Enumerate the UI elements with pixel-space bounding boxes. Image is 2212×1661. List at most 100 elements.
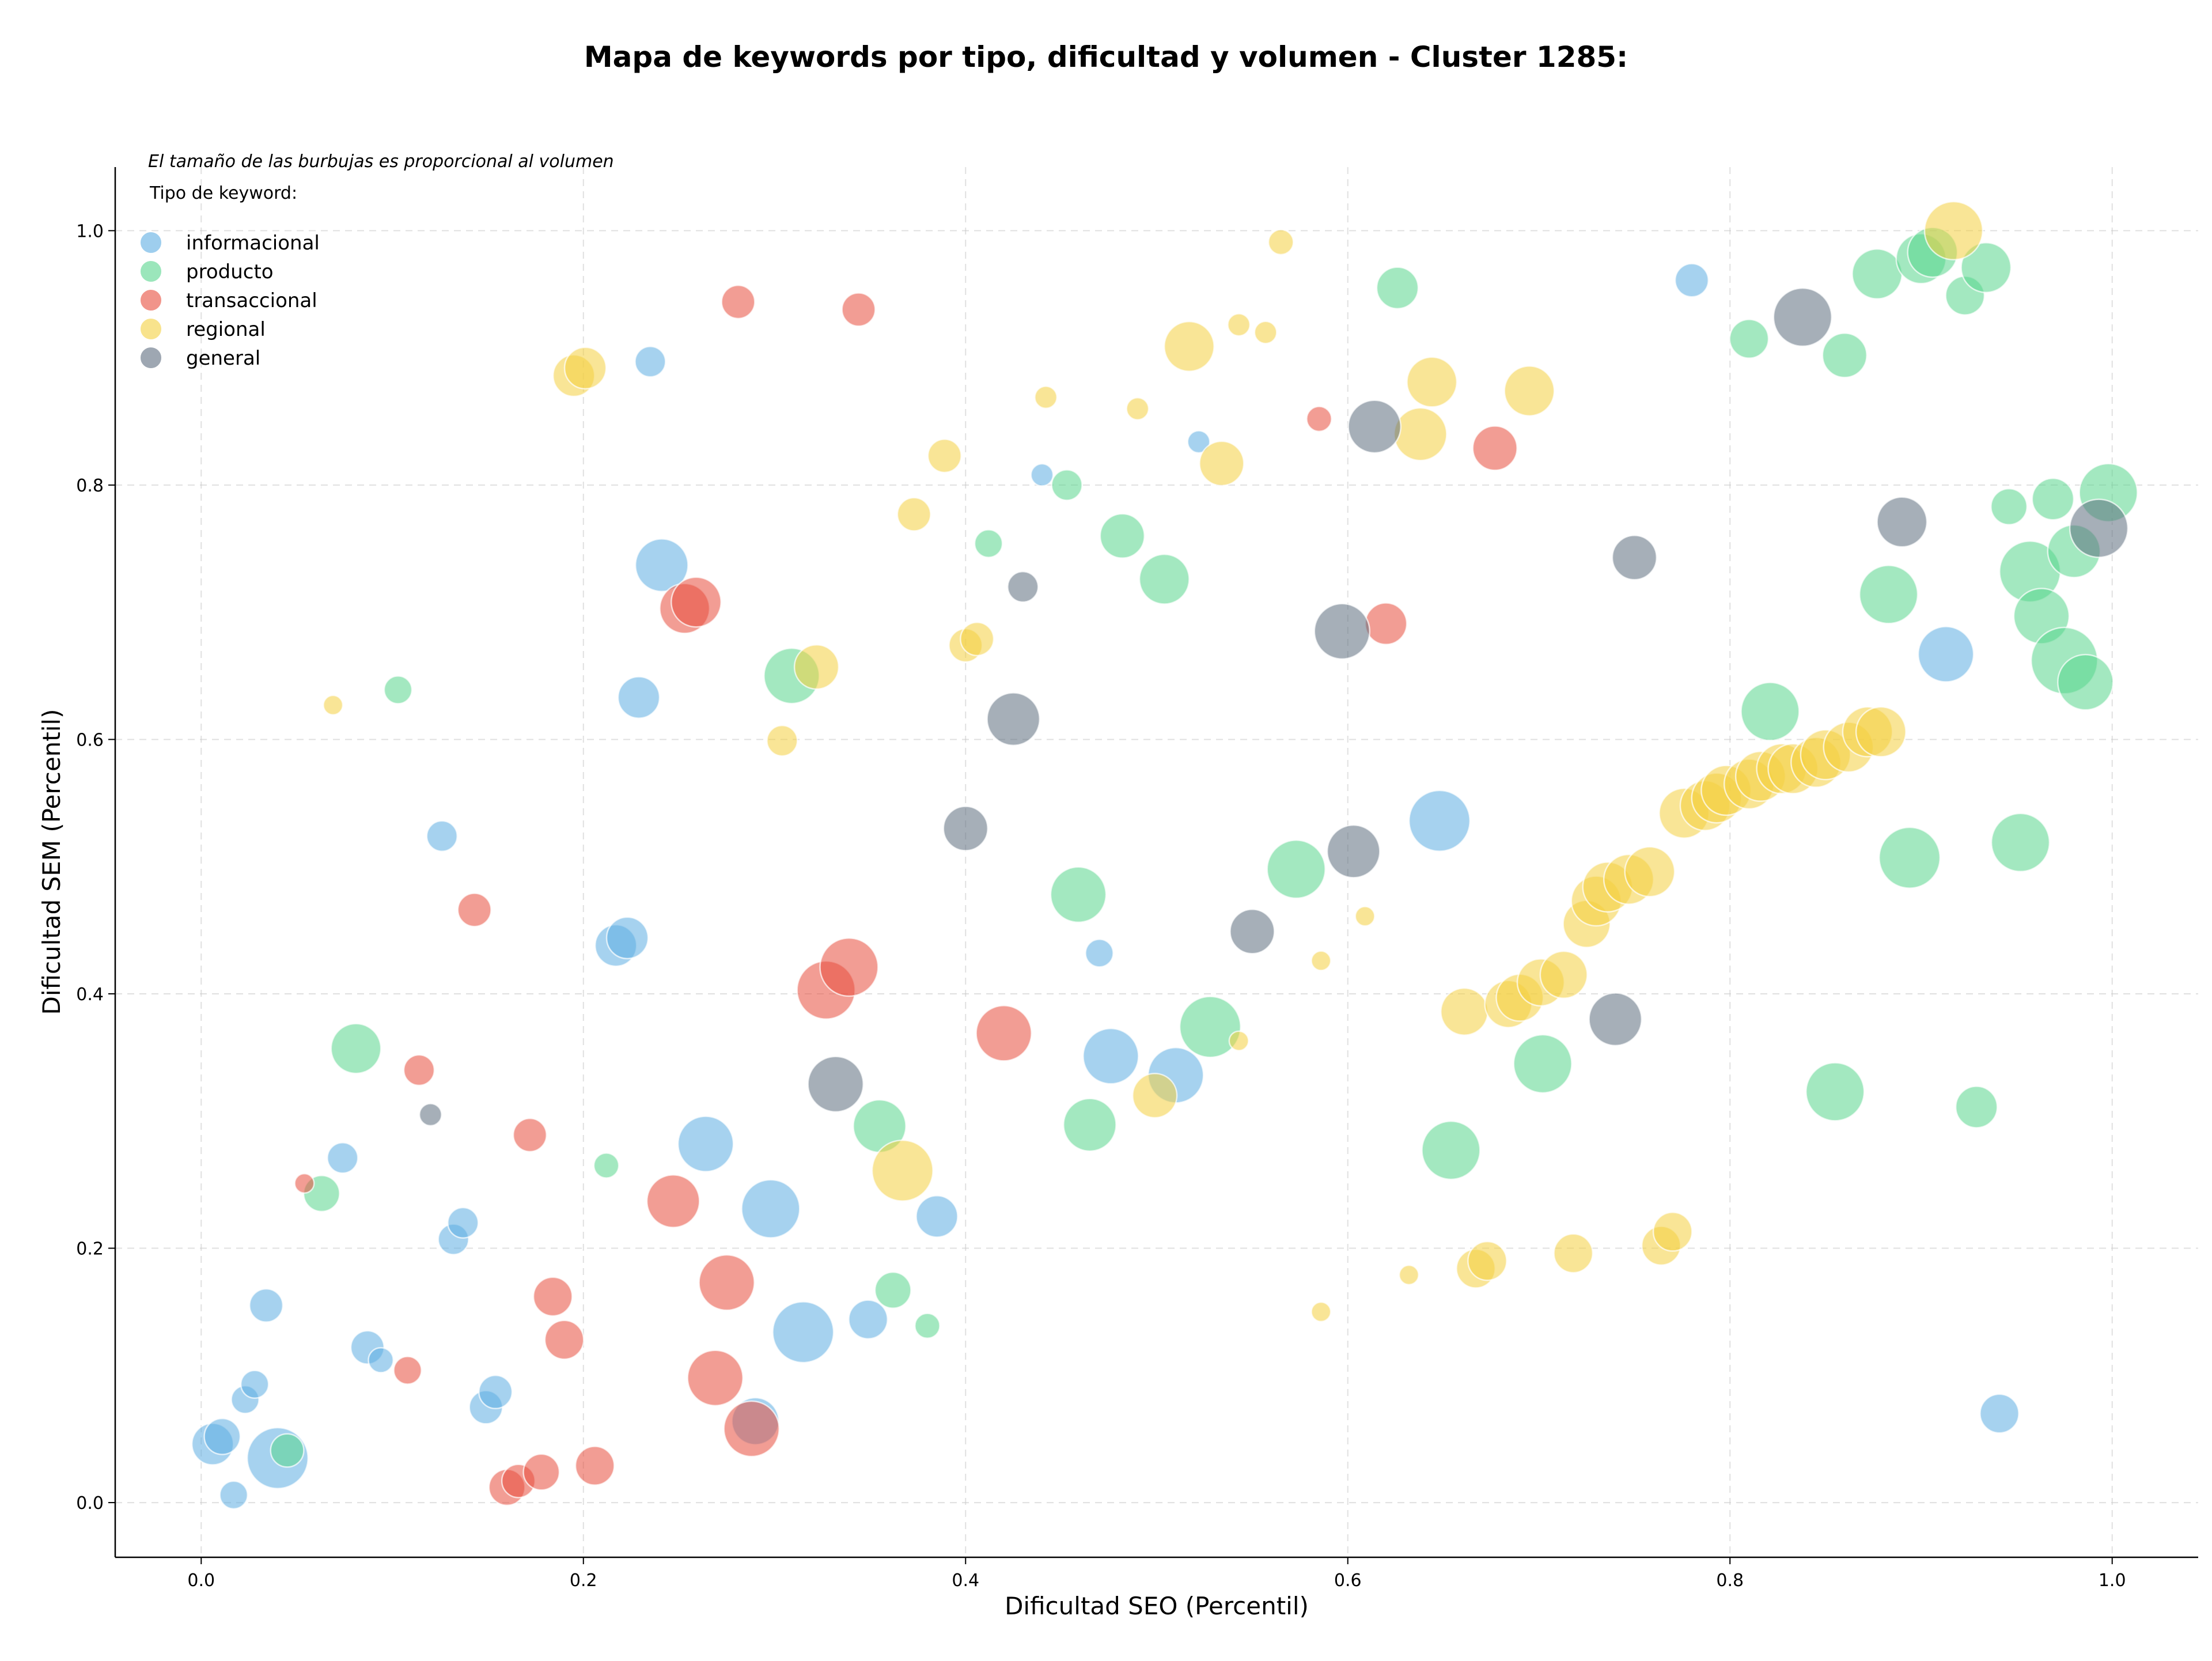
regional-bubble xyxy=(927,438,962,474)
legend-label-transaccional: transaccional xyxy=(186,289,317,312)
series-regional xyxy=(323,200,1984,1322)
producto-bubble xyxy=(593,1152,620,1179)
informacional-bubble xyxy=(741,1179,801,1239)
informacional-bubble xyxy=(634,538,689,592)
transaccional-bubble xyxy=(723,1400,780,1458)
legend-title: Tipo de keyword: xyxy=(149,183,297,203)
y-tick-label: 0.4 xyxy=(76,985,104,1005)
regional-bubble xyxy=(766,725,798,757)
informacional-bubble xyxy=(848,1299,888,1340)
regional-bubble xyxy=(1503,365,1555,417)
transaccional-bubble xyxy=(1306,406,1332,432)
regional-bubble xyxy=(1034,385,1058,410)
producto-bubble xyxy=(1050,866,1107,924)
producto-bubble xyxy=(1955,1085,1998,1129)
producto-bubble xyxy=(2031,477,2075,521)
transaccional-bubble xyxy=(819,937,879,997)
regional-bubble xyxy=(1624,846,1676,898)
producto-bubble xyxy=(270,1433,305,1468)
producto-bubble xyxy=(874,1271,912,1309)
producto-bubble xyxy=(1960,241,2012,293)
regional-bubble xyxy=(1253,320,1278,345)
x-tick-label: 1.0 xyxy=(2099,1571,2126,1591)
x-tick-label: 0.2 xyxy=(570,1571,597,1591)
legend-marker-producto xyxy=(139,260,162,283)
volume-note: El tamaño de las burbujas es proporciona… xyxy=(148,152,614,172)
transaccional-bubble xyxy=(698,1254,755,1311)
informacional-bubble xyxy=(1979,1393,2020,1434)
producto-bubble xyxy=(974,529,1003,558)
legend-marker-informacional xyxy=(139,231,162,254)
producto-bubble xyxy=(1099,513,1145,559)
regional-bubble xyxy=(563,346,607,390)
regional-bubble xyxy=(1310,950,1332,971)
informacional-bubble xyxy=(1408,789,1471,852)
legend-marker-regional xyxy=(139,317,162,340)
series-producto xyxy=(270,226,2138,1468)
transaccional-bubble xyxy=(975,1005,1032,1062)
transaccional-bubble xyxy=(457,892,492,928)
producto-bubble xyxy=(1805,1062,1865,1122)
legend: Tipo de keyword: informacional producto tr… xyxy=(139,183,320,370)
legend-marker-general xyxy=(139,346,162,369)
producto-bubble xyxy=(1051,469,1083,501)
regional-bubble xyxy=(1228,1030,1249,1051)
y-axis-label: Dificultad SEM (Percentil) xyxy=(37,709,66,1015)
transaccional-bubble xyxy=(403,1054,435,1087)
legend-marker-transaccional xyxy=(139,289,162,312)
regional-bubble xyxy=(1199,440,1245,487)
regional-bubble xyxy=(1467,1240,1508,1281)
series-general xyxy=(418,287,2129,1127)
general-bubble xyxy=(1588,992,1643,1046)
transaccional-bubble xyxy=(646,1174,700,1228)
general-bubble xyxy=(1326,824,1381,879)
informacional-bubble xyxy=(447,1206,479,1239)
general-bubble xyxy=(418,1103,442,1127)
informacional-bubble xyxy=(1085,939,1114,968)
informacional-bubble xyxy=(219,1480,248,1510)
transaccional-bubble xyxy=(512,1117,547,1153)
producto-bubble xyxy=(383,675,413,705)
transaccional-bubble xyxy=(574,1446,615,1486)
general-bubble xyxy=(1347,399,1402,454)
regional-bubble xyxy=(1126,397,1150,421)
transaccional-bubble xyxy=(841,292,876,327)
producto-bubble xyxy=(1990,488,2028,525)
general-bubble xyxy=(942,805,988,852)
y-tick-label: 0.6 xyxy=(76,730,104,750)
producto-bubble xyxy=(1513,1034,1573,1094)
chart-title: Mapa de keywords por tipo, dificultad y … xyxy=(584,40,1628,74)
y-tick-label: 1.0 xyxy=(76,221,104,241)
producto-bubble xyxy=(1179,996,1241,1058)
general-bubble xyxy=(1229,909,1275,955)
informacional-bubble xyxy=(1917,626,1975,683)
producto-bubble xyxy=(1990,812,2051,872)
regional-bubble xyxy=(1163,320,1215,372)
transaccional-bubble xyxy=(544,1319,585,1360)
producto-bubble xyxy=(1266,839,1326,899)
producto-bubble xyxy=(1851,248,1903,300)
transaccional-bubble xyxy=(1472,425,1518,471)
regional-bubble xyxy=(896,497,931,532)
series-transaccional xyxy=(294,284,1518,1507)
transaccional-bubble xyxy=(393,1356,422,1385)
general-bubble xyxy=(1007,570,1039,603)
informacional-bubble xyxy=(1187,430,1211,454)
regional-bubble xyxy=(1310,1301,1332,1322)
transaccional-bubble xyxy=(687,1349,744,1406)
general-bubble xyxy=(1611,535,1658,581)
bubbles xyxy=(191,200,2138,1510)
regional-bubble xyxy=(1440,987,1489,1036)
producto-bubble xyxy=(1376,266,1419,309)
regional-bubble xyxy=(323,694,344,716)
general-bubble xyxy=(1876,496,1928,548)
producto-bubble xyxy=(1063,1098,1117,1152)
legend-label-producto: producto xyxy=(186,260,274,283)
transaccional-bubble xyxy=(294,1172,315,1194)
regional-bubble xyxy=(960,622,995,657)
x-ticks: 0.0 0.2 0.4 0.6 0.8 1.0 xyxy=(187,1557,2126,1591)
producto-bubble xyxy=(1878,826,1941,889)
producto-bubble xyxy=(1138,553,1190,605)
x-tick-label: 0.6 xyxy=(1334,1571,1362,1591)
